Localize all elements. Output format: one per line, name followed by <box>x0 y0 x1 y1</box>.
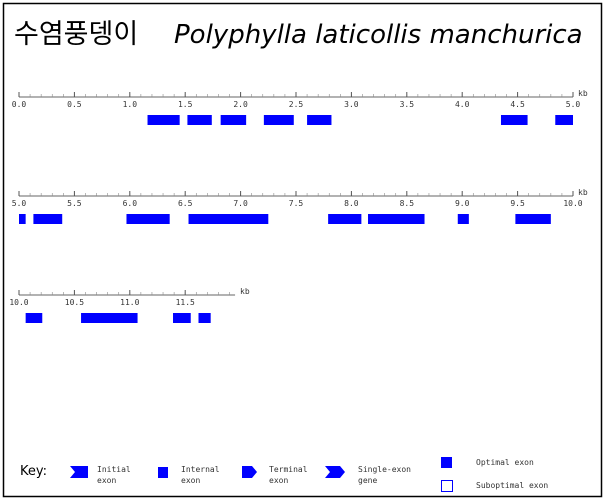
exon <box>19 214 26 224</box>
exon <box>147 115 180 125</box>
tick-label: 4.5 <box>510 100 525 109</box>
exon <box>187 115 212 125</box>
exon <box>307 115 332 125</box>
key-item-label: Initial <box>97 465 131 474</box>
tick-label: 3.5 <box>400 100 415 109</box>
key-optimal: Optimal exon <box>476 458 534 467</box>
tick-label: 1.0 <box>123 100 138 109</box>
unit-label: kb <box>578 188 588 197</box>
exon <box>126 214 170 224</box>
exon <box>188 214 269 224</box>
tick-label: 6.0 <box>123 199 138 208</box>
exon <box>173 313 191 323</box>
single-exon-icon <box>325 466 345 478</box>
tick-label: 1.5 <box>178 100 193 109</box>
exon <box>500 115 528 125</box>
key-item-label: exon <box>269 476 288 485</box>
exon <box>33 214 63 224</box>
key-label: Key: <box>20 464 47 479</box>
tick-label: 11.5 <box>176 298 195 307</box>
initial-exon-icon <box>70 466 88 478</box>
key-item-label: Terminal <box>269 465 308 474</box>
tick-label: 0.5 <box>67 100 82 109</box>
exon <box>198 313 211 323</box>
title-korean: 수염풍뎅이 <box>14 19 138 50</box>
exon <box>515 214 551 224</box>
suboptimal-exon-icon <box>441 480 453 492</box>
tick-label: 3.0 <box>344 100 359 109</box>
key-item-label: exon <box>181 476 200 485</box>
tick-label: 5.0 <box>12 199 27 208</box>
exon <box>220 115 247 125</box>
title-species: Polyphylla laticollis manchurica <box>174 20 583 50</box>
exon <box>457 214 469 224</box>
tick-label: 2.5 <box>289 100 304 109</box>
unit-label: kb <box>240 287 250 296</box>
tick-label: 4.0 <box>455 100 470 109</box>
exon <box>81 313 138 323</box>
tick-label: 0.0 <box>12 100 27 109</box>
tick-label: 9.0 <box>455 199 470 208</box>
tick-label: 10.5 <box>65 298 84 307</box>
tick-label: 2.0 <box>233 100 248 109</box>
terminal-exon-icon <box>242 466 257 478</box>
unit-label: kb <box>578 89 588 98</box>
tick-label: 7.5 <box>289 199 304 208</box>
exon <box>555 115 573 125</box>
exon <box>328 214 362 224</box>
tick-label: 10.0 <box>9 298 28 307</box>
tick-label: 8.5 <box>400 199 415 208</box>
tick-label: 7.0 <box>233 199 248 208</box>
key-item-label: Internal <box>181 465 220 474</box>
exon <box>25 313 43 323</box>
tick-label: 5.5 <box>67 199 82 208</box>
key-suboptimal: Suboptimal exon <box>476 481 548 490</box>
tick-label: 10.0 <box>563 199 582 208</box>
tick-label: 11.0 <box>120 298 139 307</box>
key-item-label: gene <box>358 476 377 485</box>
internal-exon-icon <box>158 467 168 478</box>
optimal-exon-icon <box>441 457 452 468</box>
tick-label: 9.5 <box>510 199 525 208</box>
tick-label: 8.0 <box>344 199 359 208</box>
key-item-label: Single-exon <box>358 465 411 474</box>
key-item-label: exon <box>97 476 116 485</box>
tick-label: 5.0 <box>566 100 581 109</box>
tick-label: 6.5 <box>178 199 193 208</box>
exon <box>368 214 425 224</box>
exon <box>263 115 294 125</box>
